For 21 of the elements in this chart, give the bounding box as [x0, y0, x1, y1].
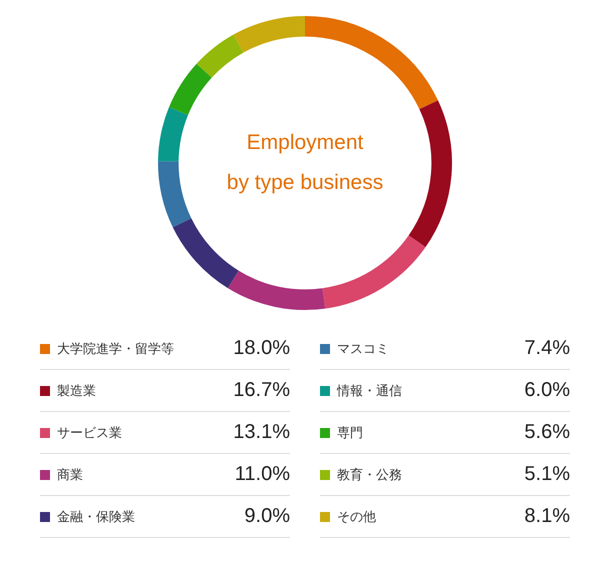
legend-label: その他 — [337, 508, 377, 526]
data-label: 16.7% — [233, 379, 290, 402]
data-label: 13.1% — [233, 421, 290, 444]
legend-label: 大学院進学・留学等 — [57, 340, 175, 358]
data-label: 18.0% — [233, 337, 290, 360]
data-label: 5.1% — [524, 463, 570, 486]
legend-label: サービス業 — [57, 424, 123, 442]
legend-label: 専門 — [337, 424, 364, 442]
legend-label: 情報・通信 — [337, 382, 403, 400]
text: Employment by type business — [226, 130, 384, 196]
legend-label: 教育・公務 — [337, 466, 403, 484]
legend-label: マスコミ — [337, 340, 390, 358]
legend-label: 金融・保険業 — [57, 508, 136, 526]
data-label: 11.0% — [234, 463, 290, 486]
data-label: 5.6% — [524, 421, 570, 444]
data-label: 6.0% — [524, 379, 570, 402]
legend-label: 商業 — [57, 466, 84, 484]
data-label: 8.1% — [524, 505, 570, 528]
legend-label: 製造業 — [57, 382, 97, 400]
data-label: 7.4% — [524, 337, 570, 360]
data-label: 9.0% — [244, 505, 290, 528]
